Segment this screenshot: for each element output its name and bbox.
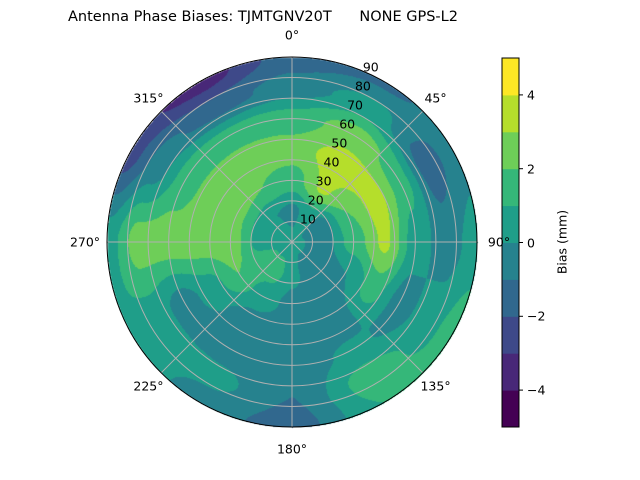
radial-gridline	[188, 138, 396, 346]
angular-gridline	[160, 110, 424, 374]
colorbar-tick-label: 2	[527, 161, 535, 177]
radial-tick-label: 10	[299, 211, 316, 227]
colorbar-band	[502, 390, 519, 428]
radial-tick-label: 20	[307, 192, 324, 208]
radial-gridline	[209, 159, 375, 325]
theta-tick-label: 45°	[424, 90, 447, 106]
theta-tick-label: 180°	[276, 441, 308, 457]
colorbar-band	[502, 131, 519, 170]
radial-tick-label: 60	[339, 116, 356, 132]
colorbar-tick-label: 4	[527, 87, 535, 103]
theta-tick-label: 270°	[69, 234, 101, 250]
radial-gridline	[270, 220, 314, 264]
colorbar-tick-label: −4	[527, 382, 546, 398]
radial-tick-label: 40	[323, 154, 340, 170]
colorbar-band	[502, 94, 519, 133]
theta-tick-label: 225°	[133, 378, 164, 394]
radial-gridline	[250, 200, 334, 284]
angular-gridline	[160, 110, 424, 374]
colorbar-tick-label: 0	[527, 235, 535, 250]
radial-tick-label: 80	[354, 78, 371, 94]
radial-tick-label: 50	[331, 135, 348, 151]
polar-frame	[106, 56, 478, 428]
radial-tick-label: 90	[362, 59, 379, 75]
radial-tick-label: 70	[347, 97, 364, 113]
radial-gridline	[229, 179, 355, 305]
colorbar-band	[502, 168, 519, 207]
radial-gridline	[168, 118, 416, 366]
colorbar-label: Bias (mm)	[554, 209, 570, 275]
radial-gridline	[147, 97, 437, 387]
radial-gridline	[127, 77, 457, 407]
colorbar-tick-label: −2	[527, 308, 546, 324]
theta-tick-label: 0°	[284, 27, 300, 43]
theta-tick-label: 135°	[420, 378, 451, 394]
theta-tick-label: 90°	[487, 234, 511, 250]
colorbar-band	[502, 353, 519, 391]
colorbar-band	[502, 279, 519, 317]
colorbar-band	[502, 316, 519, 354]
colorbar-band	[502, 58, 519, 96]
radial-tick-label: 30	[315, 173, 332, 189]
theta-tick-label: 315°	[133, 90, 164, 106]
chart-title: Antenna Phase Biases: TJMTGNV20T NONE GP…	[68, 9, 458, 25]
